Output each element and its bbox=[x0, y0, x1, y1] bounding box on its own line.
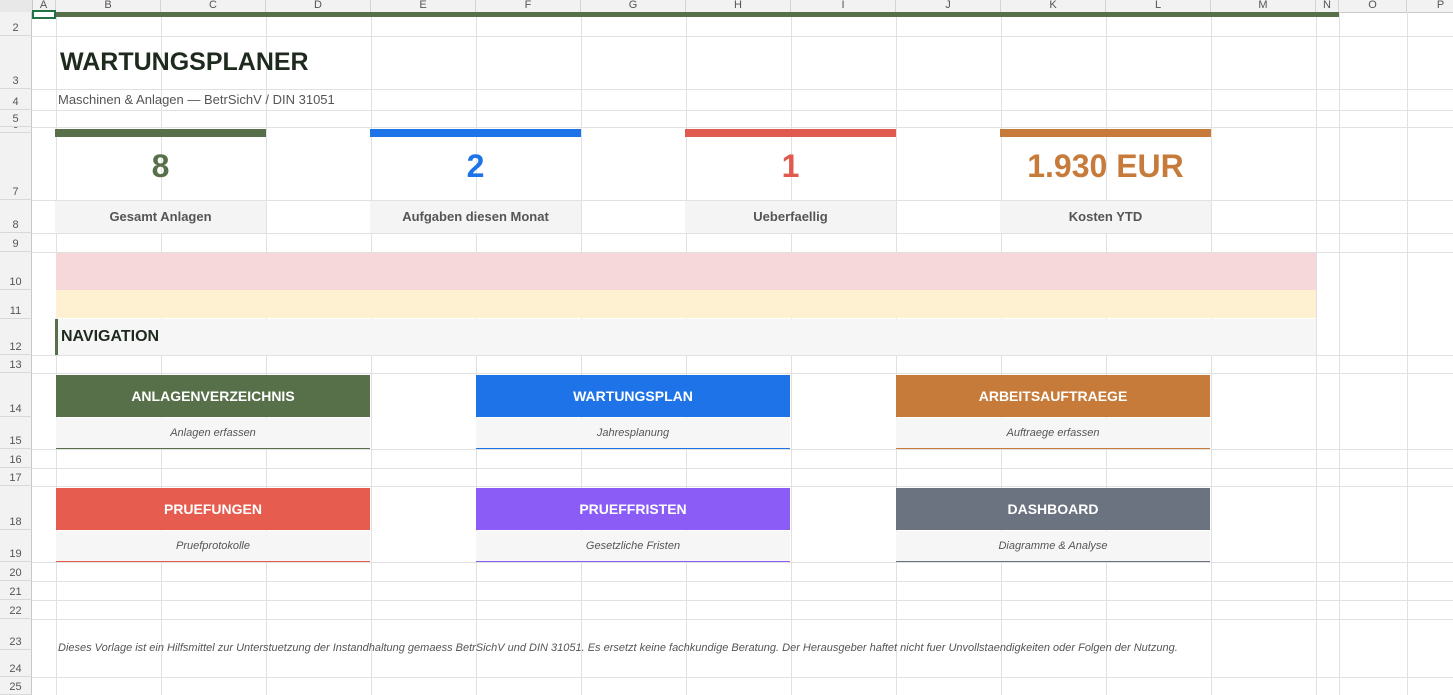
kpi-tasks-month-value: 2 bbox=[466, 148, 485, 184]
column-header[interactable]: I bbox=[791, 0, 896, 12]
nav-button-anlagenverzeichnis[interactable]: ANLAGENVERZEICHNIS bbox=[56, 375, 370, 417]
row-header[interactable]: 10 bbox=[0, 252, 32, 290]
kpi-accent-bar bbox=[370, 129, 581, 137]
nav-subtitle: Anlagen erfassen bbox=[56, 418, 370, 449]
row-header[interactable]: 5 bbox=[0, 110, 32, 127]
gridline bbox=[32, 36, 1453, 37]
row-header[interactable]: 23 bbox=[0, 619, 32, 650]
row-header[interactable]: 24 bbox=[0, 650, 32, 677]
column-header[interactable]: O bbox=[1339, 0, 1407, 12]
row-header[interactable]: 11 bbox=[0, 290, 32, 319]
nav-button-arbeitsauftraege[interactable]: ARBEITSAUFTRAEGE bbox=[896, 375, 1210, 417]
gridline bbox=[32, 619, 1453, 620]
row-header[interactable]: 9 bbox=[0, 233, 32, 252]
row-header[interactable]: 12 bbox=[0, 319, 32, 355]
nav-subtitle: Diagramme & Analyse bbox=[896, 531, 1210, 562]
kpi-accent-bar bbox=[55, 129, 266, 137]
column-header[interactable]: M bbox=[1211, 0, 1316, 12]
header-accent-bar bbox=[32, 12, 1339, 17]
alert-band-overdue bbox=[56, 253, 1316, 290]
column-header[interactable]: N bbox=[1316, 0, 1339, 12]
alert-band-upcoming bbox=[56, 290, 1316, 318]
kpi-accent-bar bbox=[685, 129, 896, 137]
row-header[interactable]: 7 bbox=[0, 133, 32, 200]
column-header[interactable]: L bbox=[1106, 0, 1211, 12]
column-header[interactable]: A bbox=[32, 0, 56, 12]
nav-subtitle: Gesetzliche Fristen bbox=[476, 531, 790, 562]
navigation-heading: NAVIGATION bbox=[55, 319, 1316, 355]
nav-subtitle: Jahresplanung bbox=[476, 418, 790, 449]
nav-button-prueffristen[interactable]: PRUEFFRISTEN bbox=[476, 488, 790, 530]
kpi-overdue-label: Ueberfaellig bbox=[685, 201, 896, 233]
column-header[interactable]: D bbox=[266, 0, 371, 12]
gridline bbox=[32, 233, 1453, 234]
column-header[interactable]: E bbox=[371, 0, 476, 12]
gridline bbox=[1407, 12, 1408, 695]
active-cell-a1[interactable] bbox=[32, 10, 56, 19]
gridline bbox=[32, 355, 1453, 356]
page-subtitle: Maschinen & Anlagen — BetrSichV / DIN 31… bbox=[58, 92, 335, 107]
nav-button-pruefungen[interactable]: PRUEFUNGEN bbox=[56, 488, 370, 530]
row-header[interactable]: 21 bbox=[0, 581, 32, 600]
row-header[interactable]: 16 bbox=[0, 449, 32, 468]
row-header[interactable]: 22 bbox=[0, 600, 32, 619]
row-header[interactable]: 17 bbox=[0, 468, 32, 486]
row-header[interactable]: 14 bbox=[0, 373, 32, 417]
gridline bbox=[32, 110, 1453, 111]
kpi-total-assets-value: 8 bbox=[151, 148, 170, 184]
kpi-total-assets-label: Gesamt Anlagen bbox=[55, 201, 266, 233]
row-header[interactable]: 19 bbox=[0, 530, 32, 562]
kpi-accent-bar bbox=[1000, 129, 1211, 137]
nav-button-dashboard[interactable]: DASHBOARD bbox=[896, 488, 1210, 530]
column-header[interactable]: F bbox=[476, 0, 581, 12]
gridline bbox=[32, 486, 1453, 487]
gridline bbox=[1339, 12, 1340, 695]
footer-disclaimer: Dieses Vorlage ist ein Hilfsmittel zur U… bbox=[58, 642, 1178, 654]
row-header[interactable]: 8 bbox=[0, 200, 32, 233]
gridline bbox=[32, 677, 1453, 678]
row-header[interactable]: 20 bbox=[0, 562, 32, 581]
column-header[interactable]: J bbox=[896, 0, 1001, 12]
column-header[interactable]: C bbox=[161, 0, 266, 12]
gridline bbox=[32, 449, 1453, 450]
gridline bbox=[32, 581, 1453, 582]
kpi-tasks-month-label: Aufgaben diesen Monat bbox=[370, 201, 581, 233]
navigation-heading-label: NAVIGATION bbox=[61, 328, 160, 345]
kpi-costs-ytd-label: Kosten YTD bbox=[1000, 201, 1211, 233]
column-header[interactable]: G bbox=[581, 0, 686, 12]
row-header[interactable]: 6 bbox=[0, 127, 32, 133]
column-header[interactable]: B bbox=[56, 0, 161, 12]
nav-subtitle: Pruefprotokolle bbox=[56, 531, 370, 562]
gridline bbox=[32, 373, 1453, 374]
gridline bbox=[32, 600, 1453, 601]
row-header[interactable]: 18 bbox=[0, 486, 32, 530]
nav-subtitle: Auftraege erfassen bbox=[896, 418, 1210, 449]
row-header[interactable]: 13 bbox=[0, 355, 32, 373]
select-all-corner[interactable] bbox=[0, 0, 33, 12]
kpi-overdue-value: 1 bbox=[781, 148, 800, 184]
gridline bbox=[32, 127, 1453, 128]
column-header[interactable]: P bbox=[1407, 0, 1453, 12]
row-header[interactable]: 4 bbox=[0, 89, 32, 110]
gridline bbox=[32, 200, 1453, 201]
gridline bbox=[1316, 12, 1317, 695]
row-header[interactable]: 3 bbox=[0, 36, 32, 89]
column-header[interactable]: K bbox=[1001, 0, 1106, 12]
gridline bbox=[32, 468, 1453, 469]
page-title: WARTUNGSPLANER bbox=[60, 48, 309, 76]
nav-button-wartungsplan[interactable]: WARTUNGSPLAN bbox=[476, 375, 790, 417]
gridline bbox=[32, 562, 1453, 563]
kpi-costs-ytd-value: 1.930 EUR bbox=[1027, 148, 1184, 184]
row-header[interactable]: 15 bbox=[0, 417, 32, 449]
gridline bbox=[32, 252, 1453, 253]
row-header[interactable]: 2 bbox=[0, 12, 32, 36]
row-header[interactable]: 25 bbox=[0, 677, 32, 695]
gridline bbox=[32, 89, 1453, 90]
column-header[interactable]: H bbox=[686, 0, 791, 12]
